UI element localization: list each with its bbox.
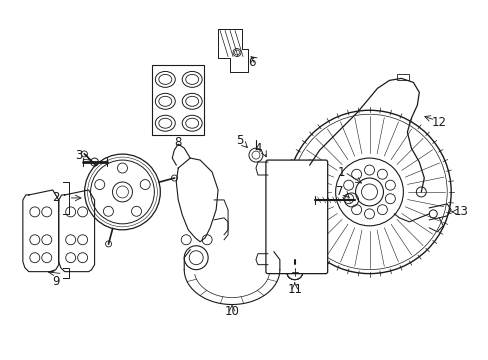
Circle shape [286,264,302,280]
Text: 8: 8 [174,136,182,149]
Text: 12: 12 [431,116,446,129]
Text: 3: 3 [75,149,82,162]
Ellipse shape [155,71,175,87]
Ellipse shape [185,118,198,128]
Text: 5: 5 [236,134,243,147]
Circle shape [286,264,302,280]
Circle shape [30,235,40,245]
Circle shape [286,264,302,280]
Text: 10: 10 [224,305,239,318]
Ellipse shape [182,93,202,109]
Ellipse shape [159,118,171,128]
Circle shape [286,264,302,280]
Circle shape [286,264,302,280]
Ellipse shape [155,115,175,131]
Circle shape [65,207,76,217]
Circle shape [41,207,52,217]
Circle shape [78,207,87,217]
Ellipse shape [155,93,175,109]
Circle shape [30,253,40,263]
Bar [397,75,408,80]
Text: 4: 4 [254,141,261,155]
Ellipse shape [159,75,171,84]
Circle shape [65,235,76,245]
Text: 9: 9 [52,275,60,288]
Circle shape [105,241,111,247]
Text: 11: 11 [287,283,302,296]
FancyBboxPatch shape [265,160,327,274]
Text: 6: 6 [248,56,255,69]
Circle shape [78,235,87,245]
Text: 2: 2 [52,192,60,204]
Circle shape [81,151,87,157]
Circle shape [171,175,177,181]
Bar [152,66,203,135]
Ellipse shape [159,96,171,106]
Circle shape [41,253,52,263]
Ellipse shape [185,75,198,84]
Circle shape [41,235,52,245]
Text: 13: 13 [453,205,468,219]
Ellipse shape [182,71,202,87]
Circle shape [30,207,40,217]
Text: 1: 1 [337,166,345,179]
Ellipse shape [185,96,198,106]
Circle shape [78,253,87,263]
Ellipse shape [182,115,202,131]
Circle shape [286,264,302,280]
Text: 7: 7 [335,185,343,198]
Circle shape [65,253,76,263]
